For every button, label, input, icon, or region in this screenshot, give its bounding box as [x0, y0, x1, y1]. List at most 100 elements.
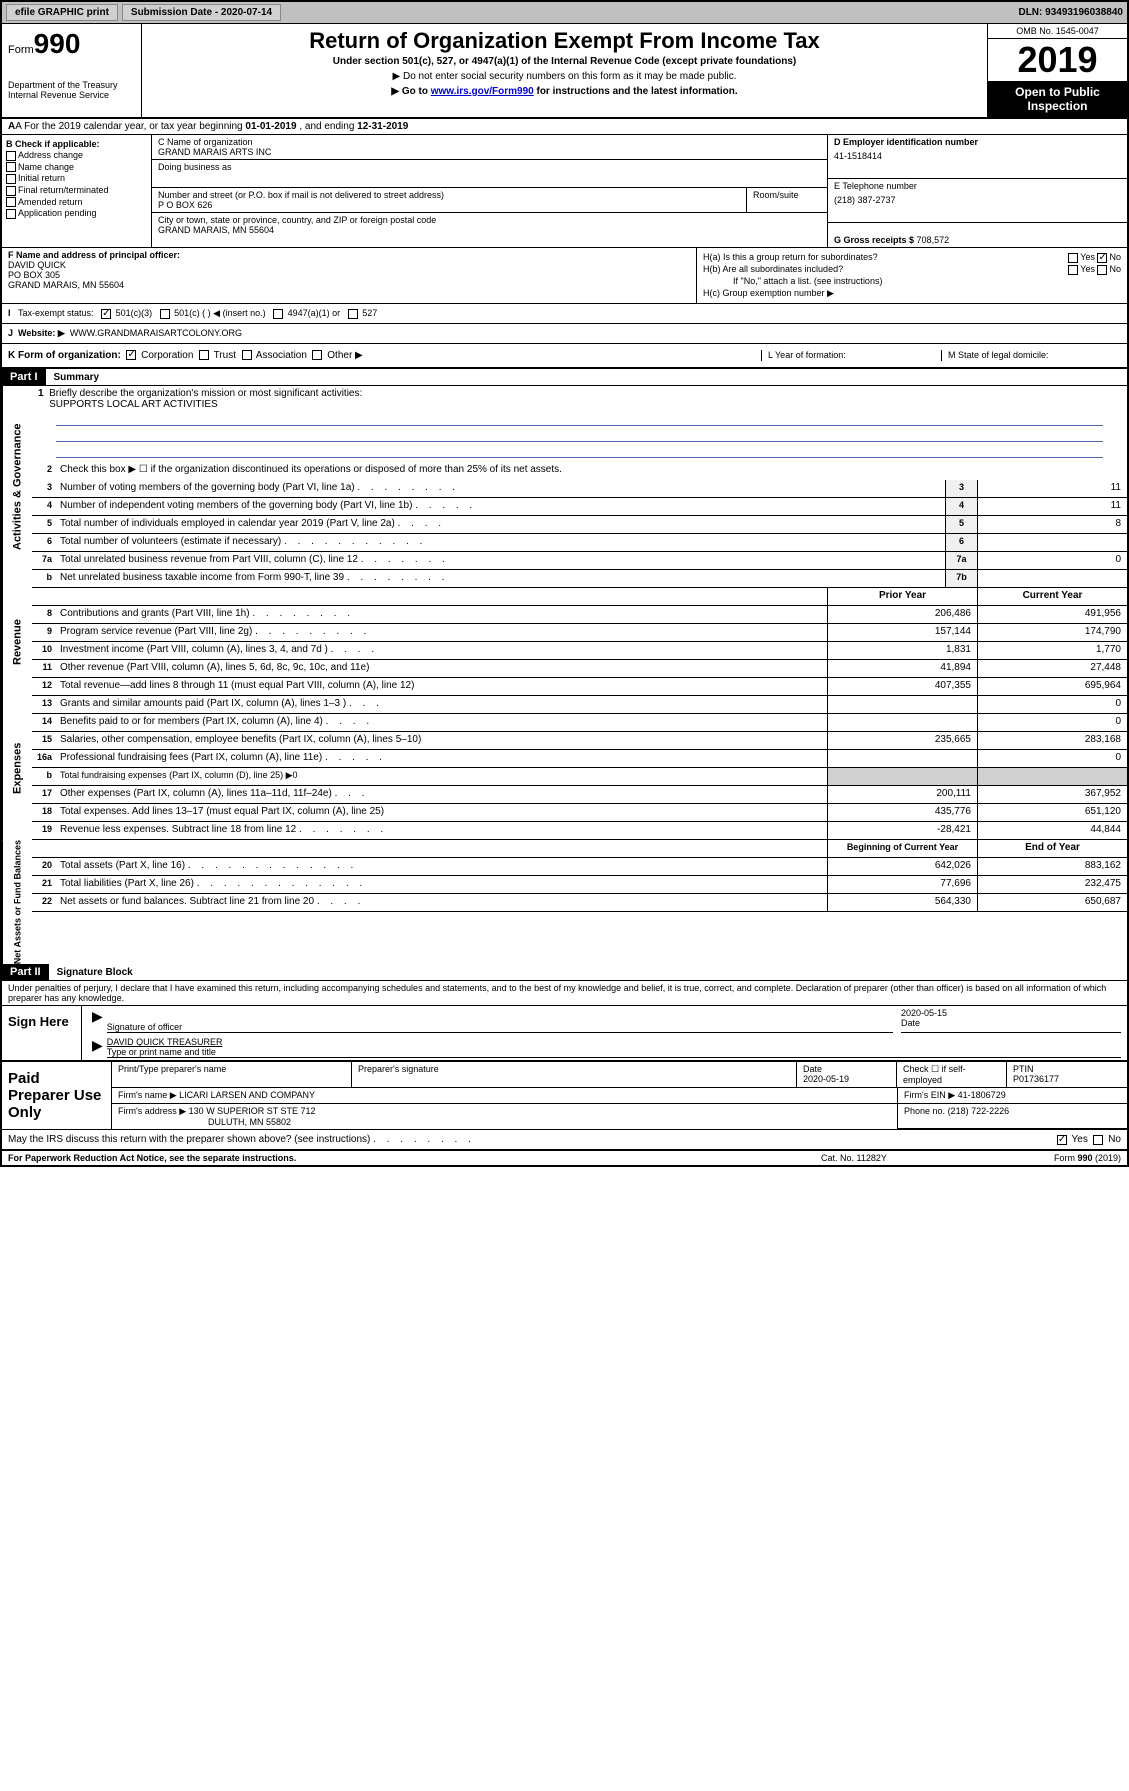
chk-ha-no[interactable]: [1097, 253, 1107, 263]
phone-value: (218) 387-2737: [834, 195, 1121, 205]
hdr-curr: Current Year: [977, 588, 1127, 605]
chk-501c3[interactable]: [101, 309, 111, 319]
chk-hb-yes[interactable]: [1068, 265, 1078, 275]
chk-discuss-no[interactable]: [1093, 1135, 1103, 1145]
opt-association: Association: [256, 350, 307, 361]
opt-final-return: Final return/terminated: [18, 185, 109, 195]
opt-trust: Trust: [214, 350, 236, 361]
l15-text: Salaries, other compensation, employee b…: [56, 732, 827, 749]
chk-trust[interactable]: [199, 350, 209, 360]
v4: 11: [977, 498, 1127, 515]
opt-other: Other ▶: [327, 350, 362, 361]
website-value: WWW.GRANDMARAISARTCOLONY.ORG: [70, 328, 242, 338]
chk-final-return[interactable]: [6, 186, 16, 196]
prep-name-hdr: Print/Type preparer's name: [112, 1062, 352, 1087]
c13: 0: [977, 696, 1127, 713]
opt-501c: 501(c) ( ) ◀ (insert no.): [174, 308, 265, 318]
v7b: [977, 570, 1127, 587]
chk-amended-return[interactable]: [6, 197, 16, 207]
footer-form: Form 990 (2019): [971, 1153, 1121, 1163]
chk-501c[interactable]: [160, 309, 170, 319]
l16a-text: Professional fundraising fees (Part IX, …: [60, 752, 322, 763]
chk-527[interactable]: [348, 309, 358, 319]
c9: 174,790: [977, 624, 1127, 641]
l7b-text: Net unrelated business taxable income fr…: [60, 572, 344, 583]
officer-addr1: PO BOX 305: [8, 270, 690, 280]
c14: 0: [977, 714, 1127, 731]
form-word: Form: [8, 44, 34, 56]
cal-mid: , and ending: [297, 121, 358, 132]
l9-text: Program service revenue (Part VIII, line…: [60, 626, 252, 637]
chk-ha-yes[interactable]: [1068, 253, 1078, 263]
ha-no: No: [1109, 252, 1121, 262]
l6-text: Total number of volunteers (estimate if …: [60, 536, 281, 547]
j-label: Website: ▶: [18, 328, 65, 338]
hdr-bcy: Beginning of Current Year: [827, 840, 977, 857]
opt-name-change: Name change: [18, 162, 74, 172]
hb-label: H(b) Are all subordinates included?: [703, 264, 843, 274]
chk-other[interactable]: [312, 350, 322, 360]
sig-officer-label: Signature of officer: [107, 1022, 893, 1032]
i-label: Tax-exempt status:: [18, 308, 94, 318]
firm-label: Firm's name ▶: [118, 1090, 177, 1100]
v5: 8: [977, 516, 1127, 533]
submission-date-button[interactable]: Submission Date - 2020-07-14: [122, 4, 281, 21]
firm-ein: 41-1806729: [958, 1090, 1006, 1100]
efile-button[interactable]: efile GRAPHIC print: [6, 4, 118, 21]
chk-address-change[interactable]: [6, 151, 16, 161]
tax-year: 2019: [988, 39, 1127, 81]
chk-association[interactable]: [242, 350, 252, 360]
part2-title: Signature Block: [49, 965, 141, 980]
opt-application-pending: Application pending: [18, 208, 97, 218]
opt-527: 527: [362, 308, 377, 318]
p15: 235,665: [827, 732, 977, 749]
chk-corporation[interactable]: [126, 350, 136, 360]
k-label: K Form of organization:: [8, 350, 121, 361]
part1-header: Part I: [2, 369, 46, 385]
m-label: M State of legal domicile:: [941, 350, 1121, 361]
arrow-icon: ▶: [88, 1008, 107, 1033]
footer-paperwork: For Paperwork Reduction Act Notice, see …: [8, 1153, 821, 1163]
firm-phone: (218) 722-2226: [948, 1106, 1010, 1116]
l12-text: Total revenue—add lines 8 through 11 (mu…: [56, 678, 827, 695]
sign-here-label: Sign Here: [2, 1006, 82, 1060]
mission-text: SUPPORTS LOCAL ART ACTIVITIES: [49, 399, 218, 410]
row-i: I Tax-exempt status: 501(c)(3) 501(c) ( …: [2, 304, 1127, 324]
opt-501c3: 501(c)(3): [116, 308, 153, 318]
hdr-eoy: End of Year: [977, 840, 1127, 857]
irs-link[interactable]: www.irs.gov/Form990: [431, 86, 534, 97]
p12: 407,355: [827, 678, 977, 695]
l5-text: Total number of individuals employed in …: [60, 518, 395, 529]
ptin-value: P01736177: [1013, 1074, 1059, 1084]
chk-name-change[interactable]: [6, 162, 16, 172]
cal-prefix: A For the 2019 calendar year, or tax yea…: [15, 121, 245, 132]
chk-hb-no[interactable]: [1097, 265, 1107, 275]
chk-discuss-yes[interactable]: [1057, 1135, 1067, 1145]
c8: 491,956: [977, 606, 1127, 623]
prep-date: 2020-05-19: [803, 1074, 849, 1084]
c22: 650,687: [977, 894, 1127, 911]
opt-amended-return: Amended return: [18, 197, 83, 207]
phone-label: E Telephone number: [834, 181, 1121, 191]
prep-date-hdr: Date: [803, 1064, 822, 1074]
officer-label: F Name and address of principal officer:: [8, 250, 690, 260]
sig-name: DAVID QUICK TREASURER: [107, 1037, 1121, 1047]
section-h: H(a) Is this a group return for subordin…: [697, 248, 1127, 303]
firm-addr1: 130 W SUPERIOR ST STE 712: [189, 1106, 316, 1116]
hdr-prior: Prior Year: [827, 588, 977, 605]
chk-initial-return[interactable]: [6, 174, 16, 184]
c15: 283,168: [977, 732, 1127, 749]
v6: [977, 534, 1127, 551]
officer-addr2: GRAND MARAIS, MN 55604: [8, 280, 690, 290]
l10-text: Investment income (Part VIII, column (A)…: [60, 644, 328, 655]
room-label: Room/suite: [747, 188, 827, 212]
firm-phone-label: Phone no.: [904, 1106, 945, 1116]
chk-4947[interactable]: [273, 309, 283, 319]
firm-ein-label: Firm's EIN ▶: [904, 1090, 955, 1100]
footer-catno: Cat. No. 11282Y: [821, 1153, 971, 1163]
cal-begin: 01-01-2019: [245, 121, 296, 132]
p20: 642,026: [827, 858, 977, 875]
c-name-label: C Name of organization: [158, 137, 821, 147]
p9: 157,144: [827, 624, 977, 641]
chk-application-pending[interactable]: [6, 209, 16, 219]
